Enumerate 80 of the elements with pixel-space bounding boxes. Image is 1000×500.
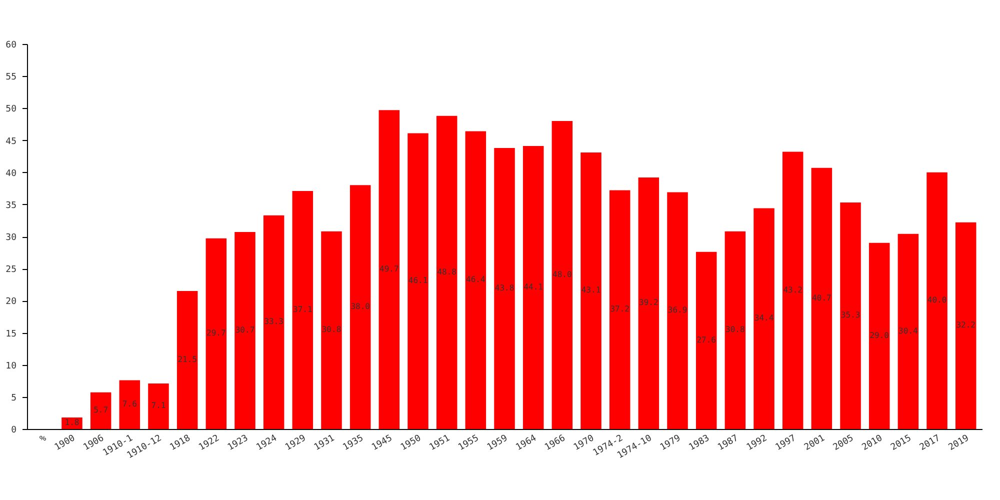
- data-label: 37.1: [293, 304, 312, 314]
- bar: [321, 231, 342, 429]
- bar: [667, 192, 688, 429]
- data-label: 35.3: [840, 310, 860, 320]
- bar: [638, 177, 660, 429]
- y-tick-label: 15: [6, 329, 16, 340]
- x-tick-label: 1931: [312, 434, 336, 454]
- y-tick-label: 25: [6, 265, 16, 276]
- bar: [522, 146, 544, 429]
- data-label: 29.7: [206, 328, 226, 338]
- bar: [926, 172, 948, 429]
- bar: [465, 131, 486, 429]
- y-tick-label: 35: [6, 200, 16, 211]
- data-label: 30.4: [898, 326, 918, 336]
- y-tick-label: 45: [6, 136, 16, 147]
- bar: [206, 238, 227, 429]
- data-label: 38.0: [350, 302, 370, 312]
- y-tick-label: 55: [6, 72, 16, 83]
- data-label: 37.2: [610, 304, 630, 314]
- data-label: 33.3: [264, 317, 284, 326]
- data-label: 40.7: [812, 293, 832, 302]
- data-label: 43.8: [494, 283, 514, 292]
- bar: [898, 234, 919, 429]
- bar: [378, 110, 400, 429]
- data-label: 27.6: [696, 335, 716, 344]
- data-label: 43.2: [783, 285, 803, 294]
- bar: [90, 392, 112, 429]
- bar: [119, 380, 140, 429]
- data-label: 7.1: [151, 401, 166, 410]
- data-label: 36.9: [668, 306, 688, 315]
- data-label: 48.0: [552, 270, 572, 279]
- data-label: 40.0: [927, 296, 947, 305]
- data-label: 29.0: [870, 330, 890, 340]
- bar: [754, 208, 774, 429]
- bar: [552, 121, 573, 429]
- data-label: 30.8: [726, 325, 745, 334]
- x-tick-label: 2001: [802, 434, 827, 454]
- bar: [176, 291, 198, 429]
- bar: [234, 232, 256, 429]
- bar: [955, 222, 976, 429]
- data-label: 46.4: [466, 275, 486, 284]
- data-label: 44.1: [524, 282, 544, 292]
- data-label: 1.8: [64, 418, 80, 428]
- y-tick-label: 0: [11, 426, 16, 436]
- data-label: 5.7: [94, 406, 108, 415]
- y-tick-label: 50: [6, 104, 16, 115]
- data-label: 30.8: [322, 325, 342, 334]
- bar: [350, 185, 371, 429]
- bar: [724, 231, 746, 429]
- y-tick-label: 20: [6, 297, 16, 308]
- bar: [408, 133, 428, 429]
- bar: [292, 190, 314, 429]
- bar: [148, 383, 169, 429]
- bar: [811, 168, 832, 429]
- bar: [436, 116, 458, 429]
- bar: [840, 202, 861, 429]
- bar: [782, 152, 804, 429]
- bar: [609, 190, 630, 429]
- y-tick-label: 10: [6, 361, 16, 372]
- data-label: 43.1: [581, 286, 601, 295]
- bar: [494, 148, 515, 429]
- bar: [696, 252, 717, 429]
- bar: [868, 242, 890, 429]
- bar: [263, 215, 284, 429]
- y-tick-label: 60: [6, 40, 16, 50]
- y-tick-label: 5: [11, 393, 16, 404]
- data-label: 7.6: [122, 400, 138, 409]
- data-label: 46.1: [408, 276, 428, 286]
- data-label: 34.4: [754, 314, 774, 323]
- data-label: 49.7: [380, 264, 399, 274]
- data-label: 39.2: [639, 298, 658, 308]
- data-label: 30.7: [235, 326, 255, 335]
- data-label: 32.2: [956, 320, 976, 330]
- bar: [580, 152, 602, 429]
- y-tick-label: 30: [6, 233, 16, 243]
- data-label: 48.8: [437, 267, 457, 276]
- x-tick-label: %: [38, 433, 49, 445]
- x-tick-label: 1951: [428, 434, 452, 454]
- data-label: 21.5: [178, 355, 198, 364]
- y-tick-label: 40: [6, 168, 16, 179]
